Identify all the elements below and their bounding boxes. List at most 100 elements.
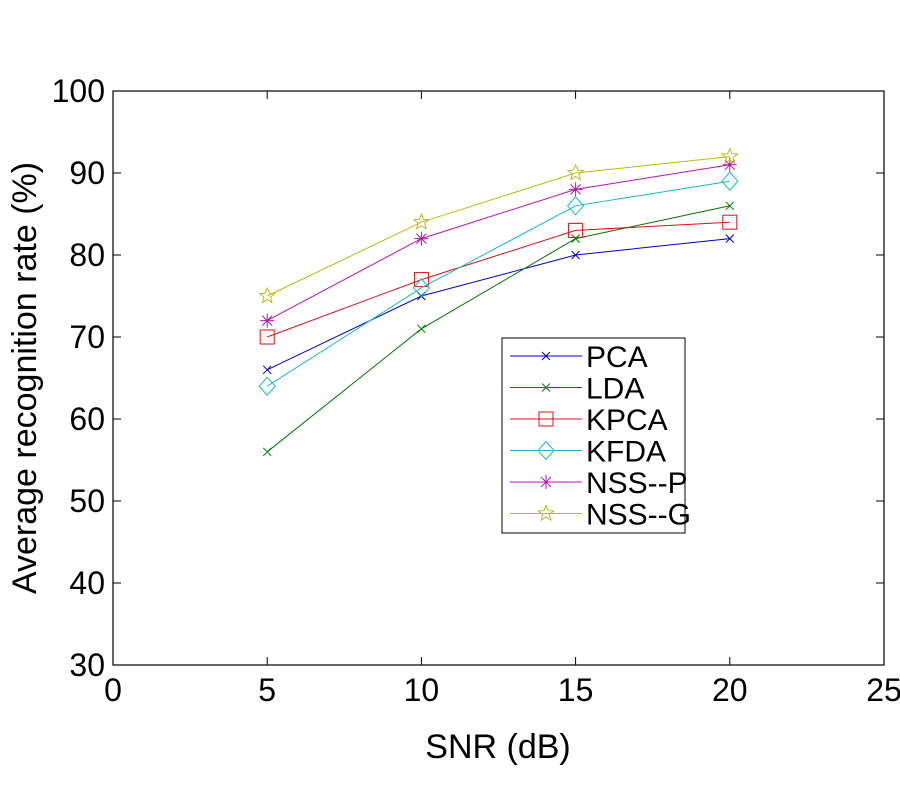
legend-label: KPCA [586,404,668,437]
square-marker [259,329,275,345]
marker-square [538,411,554,427]
series-line [266,156,730,297]
series-kpca [259,214,738,345]
series-nss-p [260,157,737,328]
y-tick-label: 70 [69,319,105,355]
star-marker [720,147,739,165]
x-marker [571,250,580,260]
marker-star [258,286,277,304]
marker-asterisk [539,475,553,489]
marker-square [259,329,275,345]
series-pca [262,234,735,375]
marker-diamond [566,196,585,216]
asterisk-marker [539,475,553,489]
diamond-marker [258,376,276,396]
y-tick-label: 40 [69,565,105,601]
marker-square [413,272,429,288]
y-tick-label: 30 [69,647,105,683]
marker-x [571,250,580,260]
series-nss-g [258,147,739,304]
marker-x [541,383,551,392]
series-line [266,180,730,387]
legend-label: PCA [586,341,648,374]
y-tick-label: 90 [69,155,105,191]
series-lda [262,201,735,457]
marker-x [725,201,735,211]
x-tick-label: 5 [258,672,276,708]
marker-x [725,234,735,243]
legend-item: NSS--P [510,467,688,500]
series-line [266,164,730,322]
marker-star [537,504,555,522]
marker-x [541,351,551,361]
legend-label: KFDA [586,436,666,469]
marker-asterisk [414,231,429,246]
x-marker [262,447,272,457]
y-axis-label: Average recognition rate (%) [6,162,44,594]
square-marker [413,272,429,288]
asterisk-marker [414,231,429,246]
star-marker [412,212,431,230]
asterisk-marker [568,182,583,197]
legend-item: KPCA [510,404,668,437]
legend-item: PCA [510,341,648,374]
asterisk-marker [722,157,737,172]
diamond-marker [721,171,739,191]
marker-star [720,147,739,165]
y-tick-label: 80 [69,237,105,273]
legend-item: NSS--G [510,499,691,532]
square-marker [568,222,584,238]
legend-item: KFDA [510,436,666,469]
y-tick-label: 50 [69,483,105,519]
marker-diamond [258,376,276,396]
legend-label: NSS--P [586,467,688,500]
x-tick-label: 10 [404,672,440,708]
x-tick-label: 15 [558,672,594,708]
x-tick-label: 20 [712,672,748,708]
marker-asterisk [260,313,275,328]
series-line [266,205,730,453]
y-tick-label: 60 [69,401,105,437]
marker-star [566,163,585,181]
x-marker [725,234,735,243]
series-lines [258,147,739,457]
star-marker [566,163,585,181]
marker-asterisk [722,157,737,172]
star-marker [258,286,277,304]
marker-diamond [721,171,739,191]
legend-label: NSS--G [586,499,691,532]
legend-item: LDA [510,373,644,406]
marker-diamond [537,440,555,461]
marker-diamond [412,278,431,298]
marker-asterisk [568,182,583,197]
x-tick-label: 25 [866,672,900,708]
x-marker [262,365,272,375]
series-kfda [258,171,739,396]
x-marker [541,383,551,392]
series-line [266,238,730,371]
square-marker [538,411,554,427]
marker-x [417,324,426,334]
x-marker [571,234,580,243]
x-marker [417,324,426,334]
diamond-marker [566,196,585,216]
x-tick-label: 0 [104,672,122,708]
x-marker [541,351,551,361]
legend-box [501,337,686,534]
star-marker [537,504,555,522]
series-line [267,221,730,338]
marker-square [568,222,584,238]
square-marker [722,214,738,230]
plot-frame [112,90,885,666]
marker-x [571,234,580,243]
marker-x [262,365,272,375]
asterisk-marker [260,313,275,328]
diamond-marker [412,278,431,298]
y-tick-label: 100 [52,73,105,109]
marker-star [412,212,431,230]
diamond-marker [537,440,555,461]
marker-x [262,447,272,457]
x-marker [725,201,735,211]
